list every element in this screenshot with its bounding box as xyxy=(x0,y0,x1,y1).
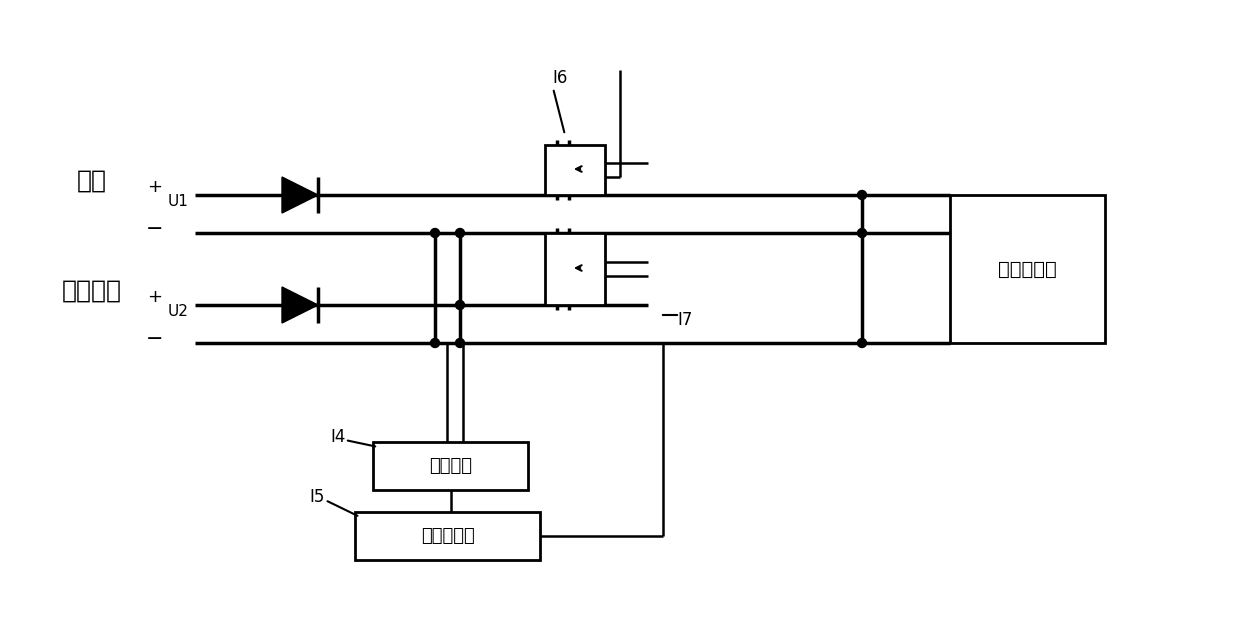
Text: 动能回馈: 动能回馈 xyxy=(62,279,122,303)
Text: 电压采集: 电压采集 xyxy=(429,457,472,475)
Text: I6: I6 xyxy=(552,69,568,87)
Bar xyxy=(546,233,605,305)
Text: U1: U1 xyxy=(167,193,188,208)
Circle shape xyxy=(858,190,867,200)
Bar xyxy=(950,195,1105,343)
Text: I4: I4 xyxy=(330,428,346,446)
Circle shape xyxy=(430,229,439,237)
Text: I5: I5 xyxy=(309,488,325,506)
Bar xyxy=(546,145,605,195)
Polygon shape xyxy=(281,177,317,213)
Circle shape xyxy=(858,339,867,347)
Polygon shape xyxy=(281,287,317,323)
Text: 电源: 电源 xyxy=(77,169,107,193)
Bar xyxy=(355,512,539,560)
Text: +: + xyxy=(148,178,162,196)
Circle shape xyxy=(455,339,465,347)
Text: +: + xyxy=(148,288,162,306)
Text: I7: I7 xyxy=(677,311,693,329)
Text: −: − xyxy=(146,329,164,349)
Text: 开关控制器: 开关控制器 xyxy=(420,527,475,545)
Bar xyxy=(373,442,528,490)
Circle shape xyxy=(455,300,465,310)
Text: U2: U2 xyxy=(167,303,188,318)
Circle shape xyxy=(430,339,439,347)
Circle shape xyxy=(455,229,465,237)
Circle shape xyxy=(858,229,867,237)
Text: −: − xyxy=(146,219,164,239)
Text: 位移控制器: 位移控制器 xyxy=(998,260,1056,279)
